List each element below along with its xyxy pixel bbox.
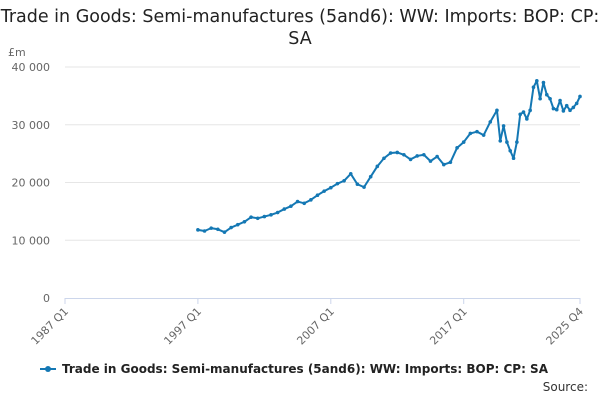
- data-point[interactable]: [538, 96, 542, 101]
- legend[interactable]: Trade in Goods: Semi-manufactures (5and6…: [40, 362, 548, 376]
- data-point[interactable]: [196, 228, 200, 232]
- data-point[interactable]: [289, 204, 293, 208]
- series-line: [197, 79, 581, 234]
- data-point[interactable]: [574, 101, 579, 106]
- data-point[interactable]: [558, 98, 562, 103]
- data-point[interactable]: [309, 198, 313, 202]
- data-point[interactable]: [322, 189, 326, 193]
- data-point[interactable]: [249, 215, 253, 219]
- data-point[interactable]: [255, 216, 260, 221]
- data-point[interactable]: [329, 185, 333, 190]
- data-point[interactable]: [568, 108, 572, 113]
- data-point[interactable]: [422, 152, 426, 157]
- data-point[interactable]: [455, 146, 459, 150]
- x-tick-label: 2017 Q1: [427, 305, 470, 348]
- data-point[interactable]: [368, 174, 373, 179]
- data-point[interactable]: [531, 85, 536, 90]
- legend-label: Trade in Goods: Semi-manufactures (5and6…: [62, 362, 548, 376]
- data-point[interactable]: [362, 185, 366, 189]
- data-point[interactable]: [222, 230, 227, 234]
- x-tick-label: 1987 Q1: [29, 305, 72, 348]
- x-tick-label: 1997 Q1: [161, 305, 204, 348]
- data-point[interactable]: [388, 151, 393, 155]
- data-point[interactable]: [282, 207, 287, 211]
- source-note: Source:: [542, 380, 588, 394]
- x-tick-label: 2007 Q1: [294, 305, 337, 348]
- x-tick-label: 2025 Q4: [544, 305, 587, 348]
- y-tick-label: 0: [43, 292, 50, 305]
- data-point[interactable]: [518, 112, 522, 117]
- data-point[interactable]: [468, 131, 473, 136]
- y-tick-label: 20 000: [12, 177, 51, 190]
- data-point[interactable]: [505, 140, 509, 144]
- data-point[interactable]: [441, 162, 446, 167]
- data-point[interactable]: [382, 156, 386, 161]
- data-point[interactable]: [435, 154, 439, 159]
- data-point[interactable]: [242, 219, 247, 224]
- y-tick-label: 10 000: [12, 234, 51, 247]
- data-point[interactable]: [448, 160, 453, 165]
- data-point[interactable]: [554, 107, 559, 112]
- data-point[interactable]: [488, 120, 493, 124]
- data-point[interactable]: [202, 229, 207, 233]
- data-point[interactable]: [501, 124, 506, 128]
- data-point[interactable]: [348, 172, 353, 176]
- data-point[interactable]: [551, 106, 556, 111]
- data-point[interactable]: [342, 178, 346, 183]
- gridlines: [65, 66, 580, 241]
- data-point[interactable]: [578, 94, 582, 99]
- y-tick-label: 30 000: [12, 119, 51, 132]
- data-point[interactable]: [262, 214, 267, 219]
- data-point[interactable]: [498, 139, 503, 143]
- data-point[interactable]: [525, 117, 529, 121]
- data-point[interactable]: [461, 140, 466, 144]
- data-point[interactable]: [408, 157, 413, 162]
- data-point[interactable]: [209, 226, 213, 230]
- data-point[interactable]: [428, 159, 433, 163]
- data-point[interactable]: [315, 193, 320, 198]
- data-point[interactable]: [515, 140, 519, 144]
- data-point[interactable]: [564, 103, 569, 108]
- data-point[interactable]: [375, 164, 380, 169]
- data-point[interactable]: [269, 213, 273, 217]
- y-tick-label: 40 000: [12, 61, 51, 74]
- data-point[interactable]: [216, 227, 220, 232]
- data-point[interactable]: [402, 152, 406, 157]
- data-point[interactable]: [275, 210, 280, 215]
- data-point[interactable]: [395, 150, 400, 155]
- data-point[interactable]: [535, 79, 539, 83]
- data-point[interactable]: [511, 156, 516, 161]
- legend-swatch-icon: [40, 363, 56, 375]
- data-point[interactable]: [521, 110, 526, 114]
- data-point[interactable]: [415, 154, 419, 158]
- data-point[interactable]: [548, 96, 552, 101]
- data-point[interactable]: [235, 222, 240, 227]
- data-point[interactable]: [355, 182, 360, 187]
- data-point[interactable]: [295, 199, 300, 204]
- data-point[interactable]: [335, 181, 340, 186]
- data-point[interactable]: [544, 92, 549, 97]
- y-axis-label: £m: [8, 46, 26, 59]
- data-point[interactable]: [481, 133, 486, 137]
- data-point[interactable]: [475, 129, 479, 134]
- data-point[interactable]: [541, 80, 546, 85]
- data-point[interactable]: [495, 108, 499, 113]
- data-point[interactable]: [229, 225, 233, 230]
- series-layer: [196, 79, 582, 234]
- data-point[interactable]: [561, 109, 566, 113]
- data-point[interactable]: [528, 108, 532, 113]
- data-point[interactable]: [571, 105, 576, 110]
- data-point[interactable]: [508, 148, 513, 153]
- axes: 0 10 000 20 000 30 000 40 000 £m 1987 Q1 1997 Q…: [8, 46, 586, 347]
- data-point[interactable]: [302, 201, 307, 206]
- chart-title: Trade in Goods: Semi-manufactures (5and6…: [0, 7, 600, 49]
